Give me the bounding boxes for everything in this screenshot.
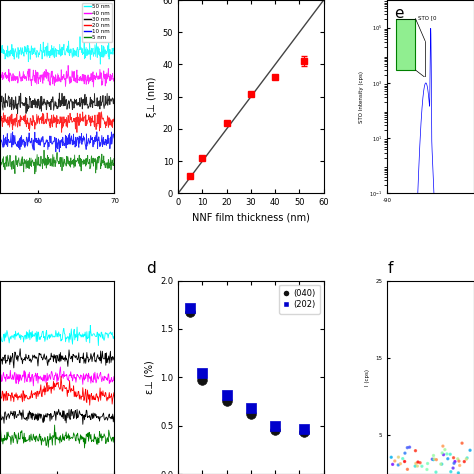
Point: [461, 458, 468, 465]
Point: [395, 453, 402, 461]
Point: [399, 455, 407, 463]
Point: [455, 469, 462, 474]
Point: [438, 449, 446, 457]
Point: [391, 457, 399, 465]
Point: [301, 428, 308, 436]
Point: [443, 450, 451, 458]
Point: [432, 468, 440, 474]
Point: [423, 465, 431, 473]
Point: [447, 450, 454, 458]
Text: STO [0: STO [0: [418, 16, 436, 20]
Point: [223, 391, 230, 399]
X-axis label: NNF film thickness (nm): NNF film thickness (nm): [192, 213, 310, 223]
Point: [401, 458, 409, 465]
Point: [438, 460, 446, 468]
Point: [440, 451, 447, 458]
Point: [444, 455, 452, 463]
Point: [447, 468, 455, 474]
Legend: (040), (202): (040), (202): [279, 285, 319, 313]
Point: [411, 462, 419, 470]
Text: e: e: [394, 6, 404, 21]
Point: [439, 442, 447, 450]
Y-axis label: ε⊥ (%): ε⊥ (%): [145, 360, 155, 394]
Point: [418, 463, 426, 470]
Text: d: d: [146, 261, 156, 276]
Point: [271, 427, 279, 434]
Point: [450, 459, 458, 467]
Point: [223, 398, 230, 405]
Point: [450, 454, 457, 462]
Text: f: f: [387, 261, 392, 276]
Point: [466, 447, 474, 454]
Point: [437, 460, 445, 468]
Point: [412, 460, 419, 467]
Point: [401, 449, 409, 457]
Y-axis label: ξ⊥ (nm): ξ⊥ (nm): [147, 76, 157, 117]
Point: [441, 446, 449, 454]
Point: [186, 309, 194, 316]
Legend: 50 nm, 40 nm, 30 nm, 20 nm, 10 nm, 5 nm: 50 nm, 40 nm, 30 nm, 20 nm, 10 nm, 5 nm: [82, 3, 112, 42]
Point: [454, 455, 462, 463]
Y-axis label: STO Intensity (cps): STO Intensity (cps): [359, 71, 364, 123]
Point: [414, 462, 421, 470]
Point: [397, 460, 404, 467]
Point: [404, 465, 411, 473]
Point: [456, 462, 464, 469]
Point: [186, 304, 194, 311]
Point: [403, 444, 411, 451]
Y-axis label: I (cps): I (cps): [365, 369, 370, 386]
Point: [247, 404, 255, 412]
Point: [433, 456, 440, 464]
Point: [416, 459, 424, 466]
Point: [429, 456, 437, 464]
Point: [451, 458, 459, 465]
Point: [463, 454, 471, 462]
Point: [449, 464, 457, 472]
Point: [430, 452, 438, 459]
Point: [387, 454, 395, 461]
Point: [389, 461, 396, 468]
Point: [199, 376, 206, 384]
Point: [463, 456, 470, 463]
Point: [424, 460, 431, 467]
Point: [428, 456, 436, 463]
Point: [199, 370, 206, 377]
Point: [247, 410, 255, 418]
Point: [271, 422, 279, 429]
Point: [458, 439, 466, 447]
Point: [455, 457, 463, 465]
Point: [301, 425, 308, 432]
Point: [406, 443, 413, 451]
Point: [430, 455, 438, 463]
Point: [412, 447, 419, 455]
Point: [394, 461, 402, 469]
Point: [414, 458, 422, 466]
